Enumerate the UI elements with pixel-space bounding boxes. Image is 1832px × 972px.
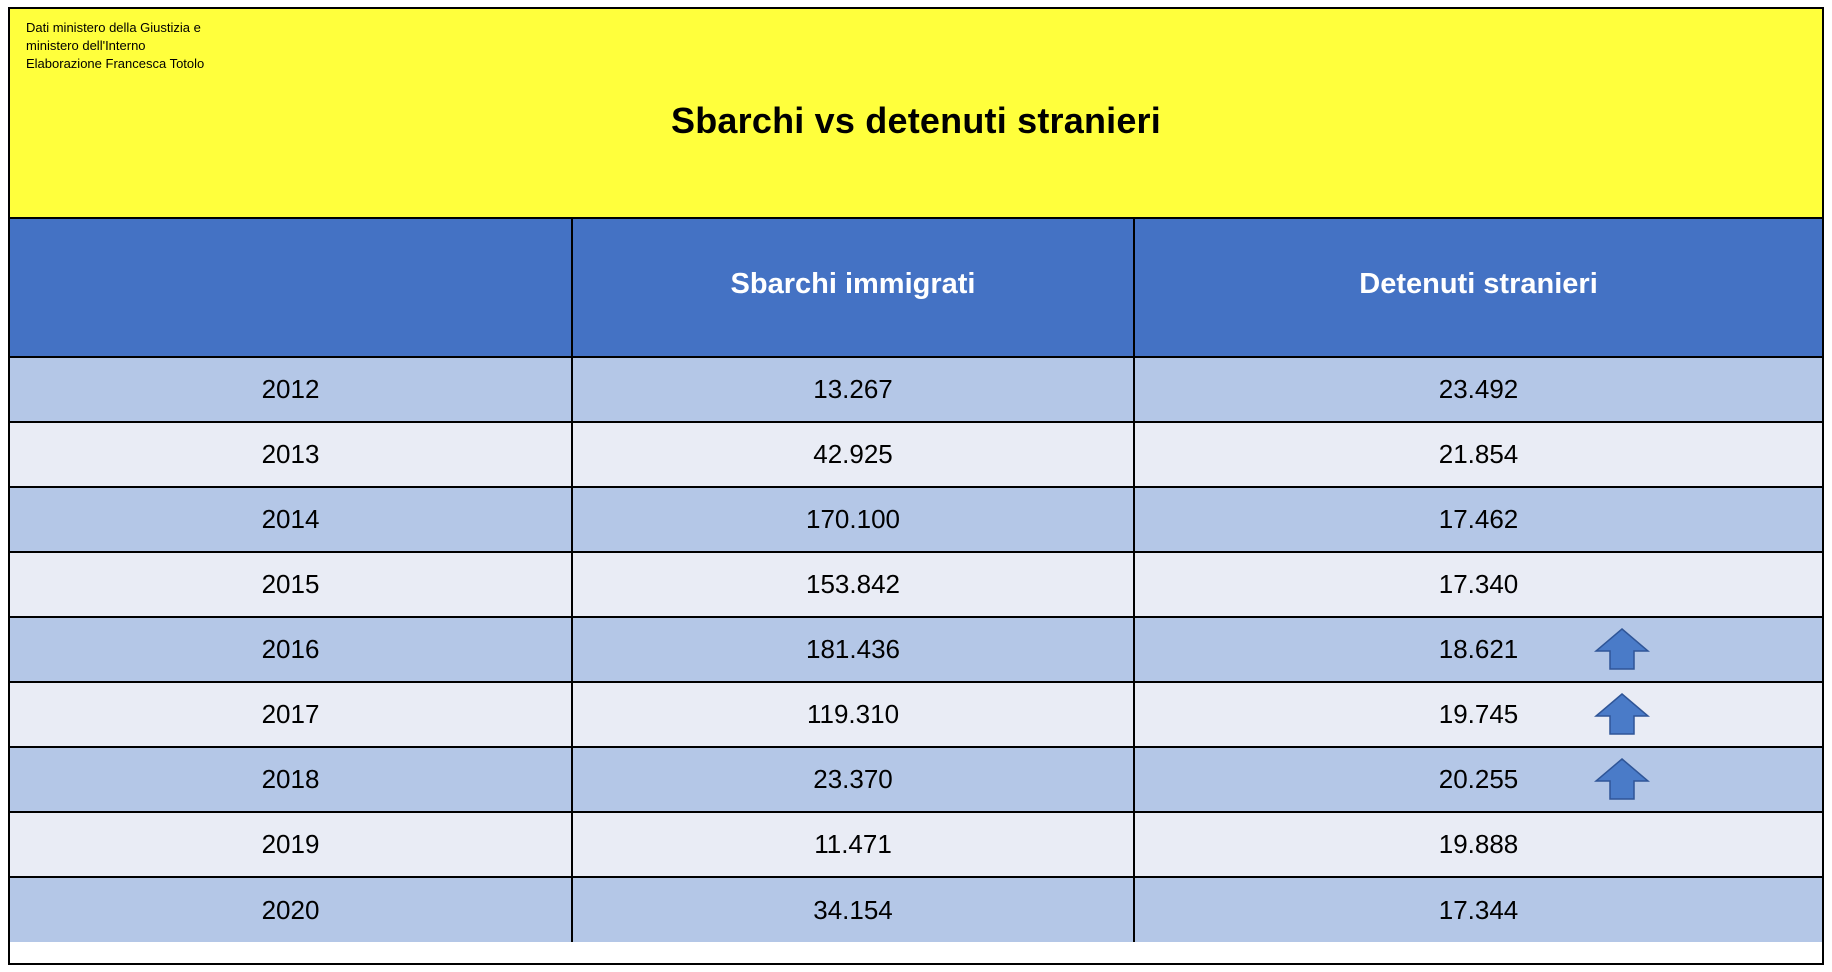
up-arrow-icon [1594,692,1650,736]
detenuti-cell-value: 17.462 [1438,504,1519,534]
year-cell[interactable]: 2014 [10,486,573,553]
sbarchi-cell-value: 153.842 [806,569,900,599]
sbarchi-cell[interactable]: 119.310 [571,681,1135,748]
page-title: Sbarchi vs detenuti stranieri [671,100,1161,141]
detenuti-cell[interactable]: 17.344 [1133,876,1822,942]
year-cell[interactable]: 2017 [10,681,573,748]
year-cell-value: 2018 [261,764,320,794]
column-header-year[interactable] [10,219,573,358]
detenuti-cell[interactable]: 21.854 [1133,421,1822,488]
table-row: 2017 119.310 19.745 [10,681,1822,748]
year-cell-value: 2017 [261,699,320,729]
table-body: 2012 13.267 23.492 2013 42.925 21.854 2014 170.… [10,356,1822,942]
column-header-detenuti[interactable]: Detenuti stranieri [1133,219,1822,358]
table-row: 2018 23.370 20.255 [10,746,1822,813]
sbarchi-cell[interactable]: 34.154 [571,876,1135,942]
table-row: 2014 170.100 17.462 [10,486,1822,553]
detenuti-cell-value: 23.492 [1438,374,1519,404]
table-header-row: Sbarchi immigrati Detenuti stranieri [10,219,1822,358]
detenuti-cell[interactable]: 20.255 [1133,746,1822,813]
sbarchi-cell[interactable]: 153.842 [571,551,1135,618]
spreadsheet-sheet: Dati ministero della Giustizia e ministe… [8,7,1824,965]
sbarchi-cell-value: 23.370 [813,764,893,794]
year-cell[interactable]: 2020 [10,876,573,942]
year-cell[interactable]: 2013 [10,421,573,488]
sbarchi-cell[interactable]: 11.471 [571,811,1135,878]
detenuti-cell-value: 19.745 [1438,699,1519,729]
sbarchi-cell[interactable]: 13.267 [571,356,1135,423]
detenuti-cell-value: 17.340 [1438,569,1519,599]
detenuti-cell-value: 17.344 [1438,894,1519,925]
detenuti-cell[interactable]: 18.621 [1133,616,1822,683]
sbarchi-cell-value: 34.154 [813,894,893,925]
sbarchi-cell-value: 170.100 [806,504,900,534]
detenuti-cell[interactable]: 23.492 [1133,356,1822,423]
data-table: Sbarchi immigrati Detenuti stranieri 201… [10,219,1822,942]
table-row: 2016 181.436 18.621 [10,616,1822,683]
title-banner: Dati ministero della Giustizia e ministe… [10,9,1822,219]
detenuti-cell[interactable]: 19.745 [1133,681,1822,748]
table-row: 2012 13.267 23.492 [10,356,1822,423]
sbarchi-cell[interactable]: 23.370 [571,746,1135,813]
source-line: ministero dell'Interno [26,38,146,53]
year-cell[interactable]: 2019 [10,811,573,878]
detenuti-cell-value: 19.888 [1438,829,1519,859]
table-row: 2019 11.471 19.888 [10,811,1822,878]
detenuti-cell[interactable]: 19.888 [1133,811,1822,878]
year-cell-value: 2019 [261,829,320,859]
sbarchi-cell-value: 11.471 [814,829,892,859]
year-cell-value: 2013 [261,439,320,469]
year-cell[interactable]: 2015 [10,551,573,618]
sbarchi-cell-value: 13.267 [813,374,893,404]
table-row: 2015 153.842 17.340 [10,551,1822,618]
sbarchi-cell-value: 181.436 [806,634,900,664]
sbarchi-cell[interactable]: 181.436 [571,616,1135,683]
sbarchi-cell-value: 119.310 [806,699,900,729]
detenuti-cell-value: 18.621 [1438,634,1519,664]
table-row: 2013 42.925 21.854 [10,421,1822,488]
detenuti-cell-value: 20.255 [1438,764,1519,794]
year-cell-value: 2020 [261,894,320,925]
detenuti-cell[interactable]: 17.340 [1133,551,1822,618]
year-cell-value: 2016 [261,634,320,664]
sbarchi-cell-value: 42.925 [813,439,893,469]
source-line: Elaborazione Francesca Totolo [26,56,205,71]
detenuti-cell[interactable]: 17.462 [1133,486,1822,553]
year-cell[interactable]: 2012 [10,356,573,423]
year-cell[interactable]: 2016 [10,616,573,683]
column-header-sbarchi[interactable]: Sbarchi immigrati [571,219,1135,358]
up-arrow-icon [1594,627,1650,671]
year-cell-value: 2012 [261,374,320,404]
year-cell-value: 2015 [261,569,320,599]
sbarchi-cell[interactable]: 170.100 [571,486,1135,553]
up-arrow-icon [1594,757,1650,801]
table-row: 2020 34.154 17.344 [10,876,1822,942]
year-cell-value: 2014 [261,504,320,534]
year-cell[interactable]: 2018 [10,746,573,813]
source-line: Dati ministero della Giustizia e [26,20,201,35]
sbarchi-cell[interactable]: 42.925 [571,421,1135,488]
source-note: Dati ministero della Giustizia e ministe… [26,19,286,73]
detenuti-cell-value: 21.854 [1438,439,1519,469]
